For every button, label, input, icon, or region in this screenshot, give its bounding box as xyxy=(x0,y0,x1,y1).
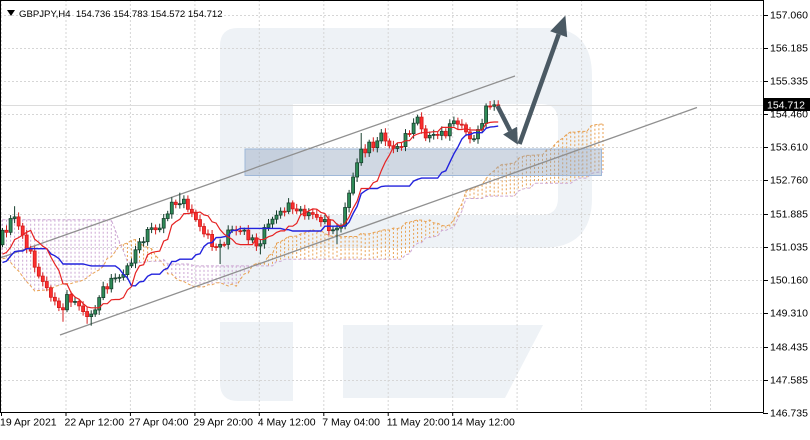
svg-text:155.335: 155.335 xyxy=(770,76,808,88)
svg-text:153.610: 153.610 xyxy=(770,142,808,154)
svg-text:151.035: 151.035 xyxy=(770,242,808,254)
svg-text:4 May 12:00: 4 May 12:00 xyxy=(258,417,316,429)
svg-text:154.460: 154.460 xyxy=(770,109,808,121)
svg-text:19 Apr 2021: 19 Apr 2021 xyxy=(0,417,57,429)
svg-text:151.885: 151.885 xyxy=(770,209,808,221)
svg-text:156.185: 156.185 xyxy=(770,43,808,55)
svg-text:147.585: 147.585 xyxy=(770,375,808,387)
svg-text:148.435: 148.435 xyxy=(770,342,808,354)
svg-text:154.712: 154.712 xyxy=(767,100,805,112)
svg-text:152.760: 152.760 xyxy=(770,175,808,187)
svg-text:149.310: 149.310 xyxy=(770,308,808,320)
svg-text:7 May 04:00: 7 May 04:00 xyxy=(322,417,380,429)
svg-text:157.060: 157.060 xyxy=(770,10,808,22)
svg-text:150.160: 150.160 xyxy=(770,275,808,287)
svg-text:29 Apr 20:00: 29 Apr 20:00 xyxy=(193,417,253,429)
svg-text:27 Apr 04:00: 27 Apr 04:00 xyxy=(129,417,189,429)
svg-text:11 May 20:00: 11 May 20:00 xyxy=(387,417,450,429)
svg-text:146.735: 146.735 xyxy=(770,408,808,420)
svg-text:14 May 12:00: 14 May 12:00 xyxy=(451,417,515,429)
svg-text:22 Apr 12:00: 22 Apr 12:00 xyxy=(65,417,125,429)
svg-text:GBPJPY,H4 154.736 154.783 154: GBPJPY,H4 154.736 154.783 154.572 154.71… xyxy=(19,9,223,20)
